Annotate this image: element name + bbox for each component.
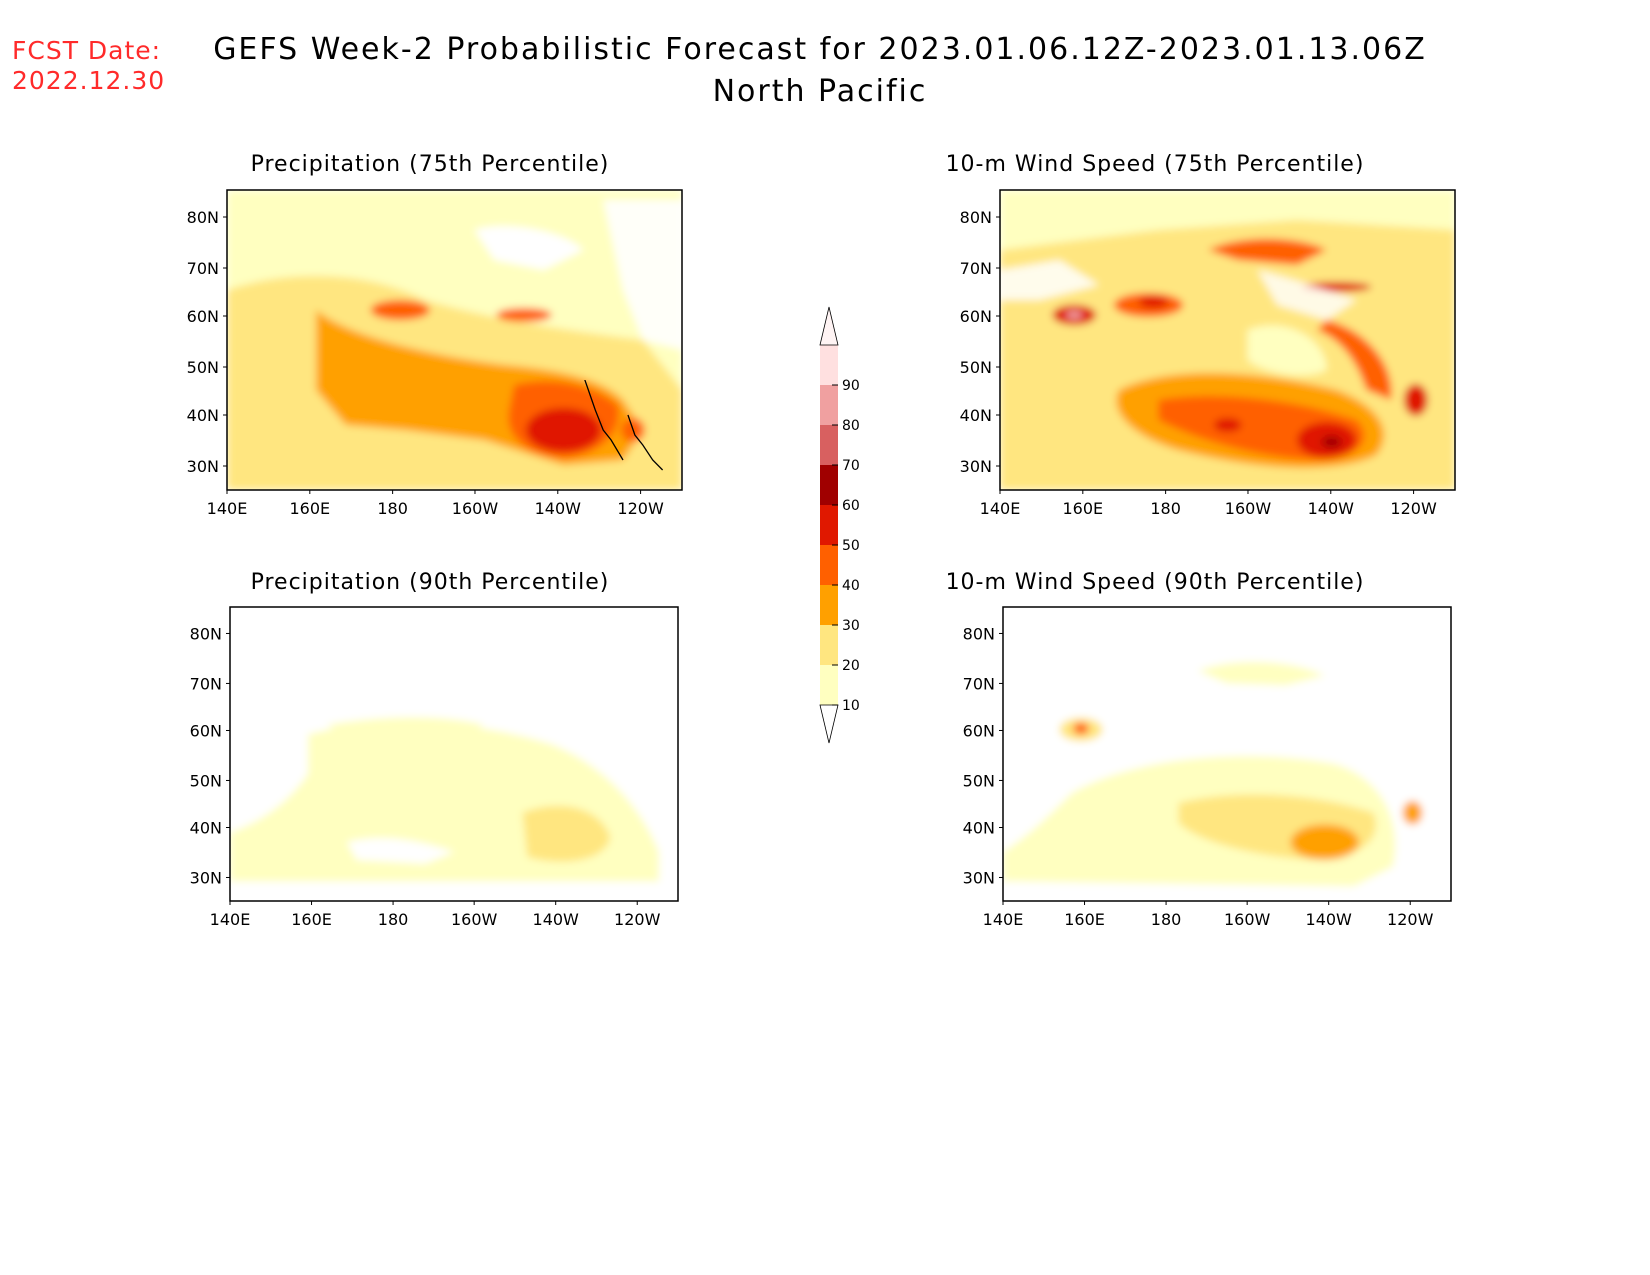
colorbar-swatch-0 — [820, 665, 838, 705]
lat-tick-label-wind-75-4: 40N — [960, 406, 992, 425]
lon-tick-label-wind-90-4: 140W — [1306, 910, 1353, 929]
colorbar-swatch-6 — [820, 425, 838, 465]
lat-tick-label-precip-90-5: 30N — [190, 868, 222, 887]
lat-tick-label-wind-90-0: 80N — [963, 624, 995, 643]
colorbar-swatch-1 — [820, 625, 838, 665]
lat-tick-label-wind-90-5: 30N — [963, 868, 995, 887]
lat-tick-label-wind-90-3: 50N — [963, 771, 995, 790]
lon-tick-label-wind-90-1: 160E — [1064, 910, 1105, 929]
lat-tick-label-precip-90-4: 40N — [190, 819, 222, 838]
lon-tick-label-wind-90-5: 120W — [1387, 910, 1434, 929]
colorbar-label-0: 10 — [842, 698, 860, 714]
lon-tick-label-precip-75-5: 120W — [617, 499, 664, 518]
forecast-date-block: FCST Date: 2022.12.30 — [12, 36, 165, 96]
colorbar-label-1: 20 — [842, 658, 860, 674]
colorbar-swatch-4 — [820, 505, 838, 545]
lon-tick-label-wind-75-2: 180 — [1150, 499, 1181, 518]
lon-tick-label-wind-90-3: 160W — [1224, 910, 1271, 929]
panel-title-precip-90: Precipitation (90th Percentile) — [250, 570, 610, 595]
page-title: GEFS Week-2 Probabilistic Forecast for 2… — [213, 32, 1427, 67]
lon-tick-label-precip-75-0: 140E — [207, 499, 248, 518]
region-subtitle: North Pacific — [712, 74, 928, 109]
panel-title-precip-75: Precipitation (75th Percentile) — [250, 152, 610, 177]
colorbar-label-8: 90 — [842, 378, 860, 394]
lon-tick-label-wind-75-0: 140E — [980, 499, 1021, 518]
colorbar-top-cap — [819, 306, 839, 346]
colorbar-legend: 10 20 30 40 50 60 70 80 90 — [819, 306, 860, 744]
colorbar-label-7: 80 — [842, 418, 860, 434]
lat-tick-label-precip-75-2: 60N — [187, 307, 219, 326]
lon-tick-label-precip-90-2: 180 — [378, 910, 409, 929]
colorbar-swatch-3 — [820, 545, 838, 585]
colorbar-swatch-8 — [820, 345, 838, 385]
fcst-date-value: 2022.12.30 — [12, 66, 166, 95]
axis-labels: 80N 70N 60N 50N 40N 30N 140E 160E 180 160W 140W 120… — [187, 208, 1437, 929]
lat-tick-label-precip-90-0: 80N — [190, 624, 222, 643]
lon-tick-label-wind-75-3: 160W — [1225, 499, 1272, 518]
map-panel-wind-75 — [999, 189, 1456, 491]
lon-tick-label-precip-90-3: 160W — [451, 910, 498, 929]
lon-tick-label-precip-90-5: 120W — [614, 910, 661, 929]
lat-tick-label-precip-75-1: 70N — [187, 259, 219, 278]
lon-tick-label-wind-90-2: 180 — [1151, 910, 1182, 929]
colorbar-label-5: 60 — [842, 498, 860, 514]
colorbar-label-4: 50 — [842, 538, 860, 554]
lat-tick-label-wind-75-5: 30N — [960, 457, 992, 476]
lon-tick-label-precip-75-3: 160W — [452, 499, 499, 518]
lat-tick-label-precip-75-4: 40N — [187, 406, 219, 425]
lon-tick-label-wind-90-0: 140E — [983, 910, 1024, 929]
lat-tick-label-wind-90-2: 60N — [963, 721, 995, 740]
lat-tick-label-precip-75-3: 50N — [187, 358, 219, 377]
lon-tick-label-precip-75-2: 180 — [377, 499, 408, 518]
panel-title-wind-75: 10-m Wind Speed (75th Percentile) — [945, 152, 1365, 177]
lat-tick-label-wind-90-4: 40N — [963, 819, 995, 838]
lon-tick-label-wind-75-5: 120W — [1390, 499, 1437, 518]
lat-tick-label-precip-90-1: 70N — [190, 674, 222, 693]
lon-tick-label-precip-75-4: 140W — [535, 499, 582, 518]
lon-tick-label-precip-75-1: 160E — [289, 499, 330, 518]
lat-tick-label-wind-75-2: 60N — [960, 307, 992, 326]
colorbar-swatch-2 — [820, 585, 838, 625]
fcst-date-label: FCST Date: — [12, 36, 162, 65]
lat-tick-label-precip-75-5: 30N — [187, 457, 219, 476]
map-panel-precip-90 — [229, 606, 679, 902]
lat-tick-label-precip-90-2: 60N — [190, 721, 222, 740]
lat-tick-label-wind-90-1: 70N — [963, 674, 995, 693]
map-panel-precip-75 — [226, 189, 683, 491]
lon-tick-label-wind-75-1: 160E — [1062, 499, 1103, 518]
colorbar-swatch-5 — [820, 465, 838, 505]
panel-title-wind-90: 10-m Wind Speed (90th Percentile) — [945, 570, 1365, 595]
lon-tick-label-precip-90-4: 140W — [533, 910, 580, 929]
lat-tick-label-wind-75-0: 80N — [960, 208, 992, 227]
lat-tick-label-wind-75-3: 50N — [960, 358, 992, 377]
colorbar-swatch-7 — [820, 385, 838, 425]
lat-tick-label-wind-75-1: 70N — [960, 259, 992, 278]
lon-tick-label-precip-90-1: 160E — [291, 910, 332, 929]
map-panel-wind-90 — [1002, 606, 1452, 902]
colorbar-label-3: 40 — [842, 578, 860, 594]
lon-tick-label-precip-90-0: 140E — [210, 910, 251, 929]
colorbar-label-6: 70 — [842, 458, 860, 474]
colorbar-bottom-cap — [819, 704, 839, 744]
colorbar-label-2: 30 — [842, 618, 860, 634]
lat-tick-label-precip-90-3: 50N — [190, 771, 222, 790]
lat-tick-label-precip-75-0: 80N — [187, 208, 219, 227]
lon-tick-label-wind-75-4: 140W — [1308, 499, 1355, 518]
